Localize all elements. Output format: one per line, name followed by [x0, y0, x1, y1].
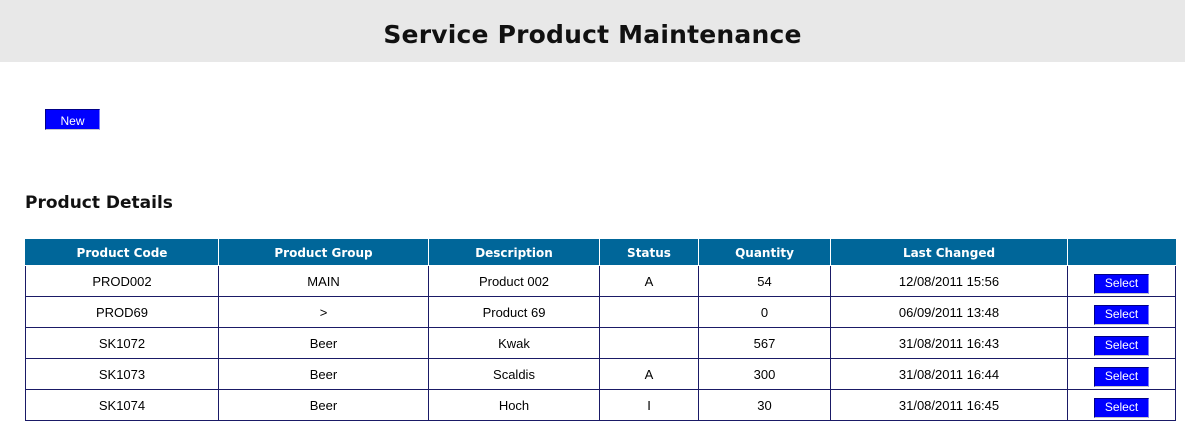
cell-description: Hoch	[428, 389, 600, 421]
cell-product-code: SK1072	[25, 327, 219, 359]
cell-product-group: >	[218, 296, 429, 328]
cell-quantity: 30	[698, 389, 831, 421]
cell-product-group: Beer	[218, 389, 429, 421]
cell-description: Kwak	[428, 327, 600, 359]
table-row: PROD002 MAIN Product 002 A 54 12/08/2011…	[25, 265, 1176, 297]
cell-last-changed: 12/08/2011 15:56	[830, 265, 1068, 297]
cell-product-code: SK1074	[25, 389, 219, 421]
table-row: SK1074 Beer Hoch I 30 31/08/2011 16:45 S…	[25, 389, 1176, 421]
select-button[interactable]: Select	[1094, 336, 1149, 356]
table-row: PROD69 > Product 69 0 06/09/2011 13:48 S…	[25, 296, 1176, 328]
product-table: Product Code Product Group Description S…	[25, 239, 1176, 421]
page-header: Service Product Maintenance	[0, 0, 1185, 62]
cell-quantity: 300	[698, 358, 831, 390]
cell-action: Select	[1067, 265, 1176, 297]
cell-description: Product 69	[428, 296, 600, 328]
cell-product-group: Beer	[218, 358, 429, 390]
cell-action: Select	[1067, 389, 1176, 421]
column-header-action	[1067, 239, 1176, 266]
cell-status	[599, 327, 699, 359]
cell-product-code: PROD002	[25, 265, 219, 297]
cell-status: I	[599, 389, 699, 421]
section-title: Product Details	[25, 193, 173, 213]
table-header-row: Product Code Product Group Description S…	[25, 239, 1176, 266]
cell-description: Product 002	[428, 265, 600, 297]
select-button[interactable]: Select	[1094, 367, 1149, 387]
cell-last-changed: 31/08/2011 16:45	[830, 389, 1068, 421]
cell-quantity: 0	[698, 296, 831, 328]
cell-description: Scaldis	[428, 358, 600, 390]
cell-quantity: 567	[698, 327, 831, 359]
page-title: Service Product Maintenance	[383, 20, 802, 49]
cell-product-group: MAIN	[218, 265, 429, 297]
cell-last-changed: 31/08/2011 16:43	[830, 327, 1068, 359]
column-header-product-code[interactable]: Product Code	[25, 239, 219, 266]
column-header-quantity[interactable]: Quantity	[698, 239, 831, 266]
cell-product-group: Beer	[218, 327, 429, 359]
cell-product-code: SK1073	[25, 358, 219, 390]
cell-action: Select	[1067, 296, 1176, 328]
cell-last-changed: 06/09/2011 13:48	[830, 296, 1068, 328]
cell-product-code: PROD69	[25, 296, 219, 328]
new-button[interactable]: New	[45, 109, 100, 130]
cell-action: Select	[1067, 358, 1176, 390]
column-header-product-group[interactable]: Product Group	[218, 239, 429, 266]
cell-status: A	[599, 265, 699, 297]
select-button[interactable]: Select	[1094, 274, 1149, 294]
cell-status	[599, 296, 699, 328]
column-header-status[interactable]: Status	[599, 239, 699, 266]
select-button[interactable]: Select	[1094, 398, 1149, 418]
cell-quantity: 54	[698, 265, 831, 297]
table-row: SK1072 Beer Kwak 567 31/08/2011 16:43 Se…	[25, 327, 1176, 359]
cell-action: Select	[1067, 327, 1176, 359]
table-row: SK1073 Beer Scaldis A 300 31/08/2011 16:…	[25, 358, 1176, 390]
cell-status: A	[599, 358, 699, 390]
select-button[interactable]: Select	[1094, 305, 1149, 325]
column-header-last-changed[interactable]: Last Changed	[830, 239, 1068, 266]
column-header-description[interactable]: Description	[428, 239, 600, 266]
cell-last-changed: 31/08/2011 16:44	[830, 358, 1068, 390]
